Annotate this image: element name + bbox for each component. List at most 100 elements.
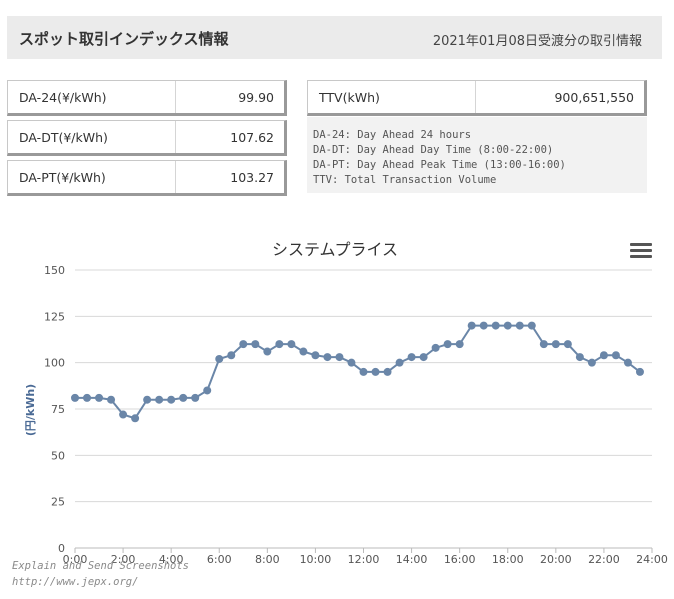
index-da24: DA-24(¥/kWh) 99.90 — [7, 80, 287, 116]
watermark-line1: Explain and Send Screenshots — [12, 560, 190, 572]
x-tick-label: 4:00 — [159, 553, 184, 566]
data-point[interactable] — [119, 410, 128, 419]
data-point[interactable] — [635, 367, 644, 376]
data-point[interactable] — [311, 351, 320, 360]
index-da24-label: DA-24(¥/kWh) — [8, 81, 176, 113]
data-point[interactable] — [83, 393, 92, 402]
data-point[interactable] — [71, 393, 79, 402]
series-line — [75, 324, 641, 420]
x-tick-label: 12:00 — [348, 553, 380, 566]
y-tick-label: 50 — [51, 449, 65, 462]
data-point[interactable] — [623, 358, 632, 367]
legend-line-ttv: TTV: Total Transaction Volume — [313, 174, 497, 186]
data-point[interactable] — [107, 395, 116, 404]
data-point[interactable] — [95, 393, 104, 402]
x-tick-label: 18:00 — [492, 553, 524, 566]
data-point[interactable] — [455, 340, 464, 349]
page-title: スポット取引インデックス情報 — [19, 30, 229, 48]
data-point[interactable] — [251, 340, 260, 349]
index-dadt: DA-DT(¥/kWh) 107.62 — [7, 120, 287, 156]
x-tick-label: 16:00 — [444, 553, 476, 566]
y-tick-label: 25 — [51, 496, 65, 509]
y-tick-label: 100 — [44, 357, 65, 370]
data-point[interactable] — [203, 386, 212, 395]
y-tick-label: 0 — [58, 542, 65, 555]
data-point[interactable] — [407, 353, 416, 362]
data-point[interactable] — [287, 340, 296, 349]
legend-line-dapt: DA-PT: Day Ahead Peak Time (13:00-16:00) — [313, 159, 566, 171]
x-tick-label: 22:00 — [588, 553, 620, 566]
data-point[interactable] — [419, 353, 428, 362]
index-ttv: TTV(kWh) 900,651,550 — [307, 80, 647, 116]
y-tick-label: 75 — [51, 403, 65, 416]
index-dapt: DA-PT(¥/kWh) 103.27 — [7, 160, 287, 196]
x-tick-label: 0:00 — [63, 553, 88, 566]
data-point[interactable] — [611, 351, 620, 360]
watermark-line2: http://www.jepx.org/ — [12, 576, 139, 588]
data-point[interactable] — [155, 395, 164, 404]
x-tick-label: 10:00 — [300, 553, 332, 566]
data-point[interactable] — [347, 358, 356, 367]
data-point[interactable] — [563, 340, 572, 349]
data-point[interactable] — [335, 353, 344, 362]
data-point[interactable] — [371, 367, 380, 376]
index-dadt-value: 107.62 — [230, 129, 274, 145]
delivery-date: 2021年01月08日受渡分の取引情報 — [432, 34, 642, 49]
data-point[interactable] — [191, 393, 200, 402]
data-point[interactable] — [515, 321, 524, 330]
data-point[interactable] — [575, 353, 584, 362]
x-tick-label: 2:00 — [111, 553, 136, 566]
abbreviation-legend: DA-24: Day Ahead 24 hours DA-DT: Day Ahe… — [307, 117, 647, 193]
data-point[interactable] — [551, 340, 560, 349]
data-point[interactable] — [143, 395, 152, 404]
data-point[interactable] — [227, 351, 236, 360]
data-point[interactable] — [503, 321, 512, 330]
index-dadt-label: DA-DT(¥/kWh) — [8, 121, 176, 153]
x-tick-label: 8:00 — [255, 553, 280, 566]
data-point[interactable] — [215, 354, 224, 363]
data-point[interactable] — [395, 358, 404, 367]
data-point[interactable] — [239, 340, 248, 349]
data-point[interactable] — [467, 321, 476, 330]
data-point[interactable] — [443, 340, 452, 349]
x-tick-label: 24:00 — [636, 553, 668, 566]
x-tick-label: 14:00 — [396, 553, 428, 566]
data-point[interactable] — [491, 321, 500, 330]
data-point[interactable] — [275, 340, 284, 349]
data-point[interactable] — [179, 393, 188, 402]
index-dapt-label: DA-PT(¥/kWh) — [8, 161, 176, 193]
data-point[interactable] — [587, 358, 596, 367]
data-point[interactable] — [599, 351, 608, 360]
data-point[interactable] — [167, 395, 176, 404]
data-point[interactable] — [431, 343, 440, 352]
data-point[interactable] — [263, 347, 272, 356]
data-point[interactable] — [299, 347, 308, 356]
data-point[interactable] — [479, 321, 488, 330]
data-point[interactable] — [539, 340, 548, 349]
data-point[interactable] — [383, 367, 392, 376]
legend-line-dadt: DA-DT: Day Ahead Day Time (8:00-22:00) — [313, 144, 554, 156]
page-header: スポット取引インデックス情報 2021年01月08日受渡分の取引情報 — [7, 16, 662, 59]
data-point[interactable] — [131, 414, 140, 423]
series-markers — [71, 321, 644, 423]
legend-line-da24: DA-24: Day Ahead 24 hours — [313, 129, 472, 141]
y-tick-label: 150 — [44, 264, 65, 277]
data-point[interactable] — [359, 367, 368, 376]
grid-lines — [75, 269, 652, 549]
x-tick-label: 6:00 — [207, 553, 232, 566]
price-line — [75, 324, 641, 420]
index-dapt-value: 103.27 — [230, 169, 274, 185]
index-ttv-value: 900,651,550 — [554, 89, 634, 105]
index-ttv-label: TTV(kWh) — [308, 81, 476, 113]
hamburger-menu-icon[interactable] — [630, 243, 652, 261]
data-point[interactable] — [323, 353, 332, 362]
x-tick-labels: 0:00 2:00 4:00 6:00 8:00 10:00 12:00 14:00 16:00… — [63, 548, 668, 566]
y-axis-title: (円/kWh) — [24, 384, 37, 436]
index-da24-value: 99.90 — [238, 89, 274, 105]
y-tick-label: 125 — [44, 310, 65, 323]
x-tick-label: 20:00 — [540, 553, 572, 566]
chart-title: システムプライス — [272, 240, 398, 259]
y-tick-labels: 0 25 50 75 100 125 150 — [44, 264, 65, 555]
data-point[interactable] — [527, 321, 536, 330]
